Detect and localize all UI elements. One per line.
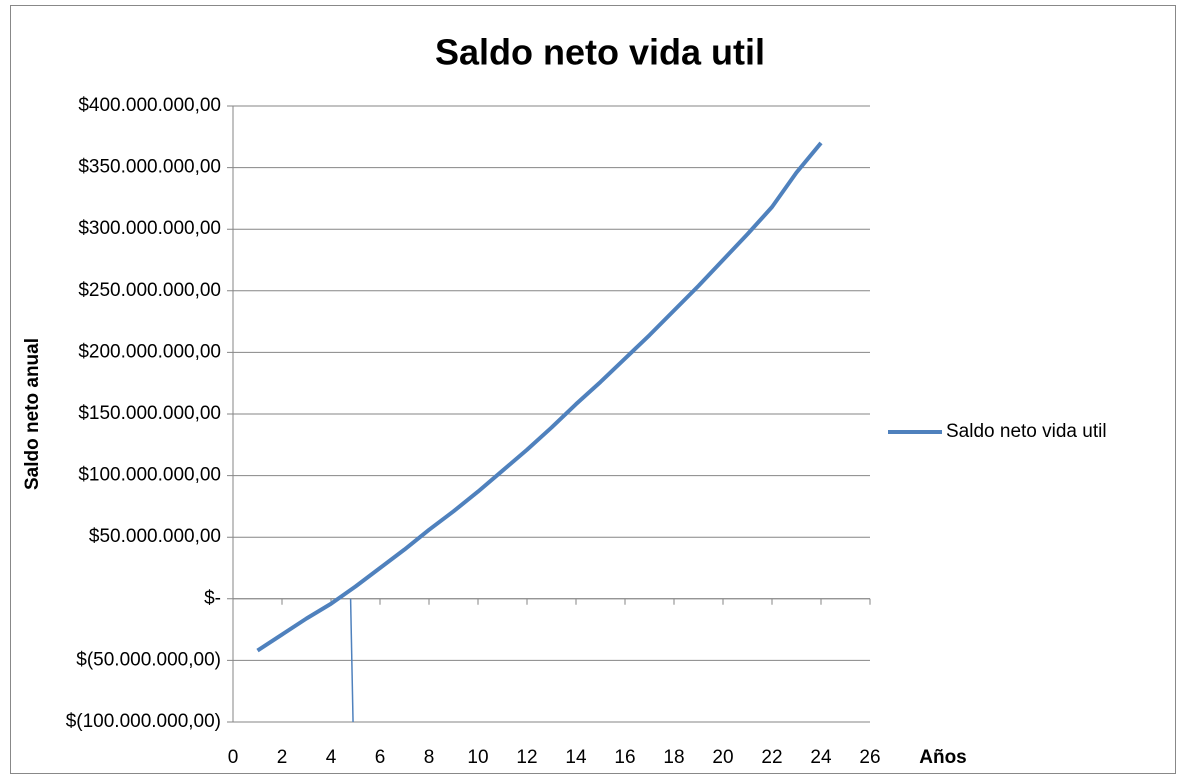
y-tick-label: $300.000.000,00 <box>78 218 221 239</box>
x-tick-label: 24 <box>810 747 832 768</box>
x-axis-title: Años <box>919 747 967 768</box>
y-tick-label: $- <box>204 588 221 609</box>
y-tick-label: $100.000.000,00 <box>78 465 221 486</box>
y-tick-label: $50.000.000,00 <box>89 526 221 547</box>
y-tick-label: $250.000.000,00 <box>78 280 221 301</box>
x-tick-label: 12 <box>516 747 537 768</box>
y-axis-title: Saldo neto anual <box>22 338 43 490</box>
x-tick-label: 2 <box>277 747 288 768</box>
x-tick-label: 18 <box>663 747 684 768</box>
x-tick-label: 0 <box>228 747 239 768</box>
y-tick-label: $150.000.000,00 <box>78 403 221 424</box>
x-tick-label: 4 <box>326 747 337 768</box>
x-tick-label: 14 <box>565 747 587 768</box>
x-tick-label: 8 <box>424 747 435 768</box>
y-tick-label: $(50.000.000,00) <box>76 649 221 670</box>
x-tick-label: 22 <box>761 747 782 768</box>
x-tick-label: 16 <box>614 747 635 768</box>
legend-label: Saldo neto vida util <box>946 421 1107 442</box>
series-line <box>349 598 354 723</box>
x-tick-label: 10 <box>467 747 488 768</box>
series-line <box>256 141 823 653</box>
x-tick-label: 6 <box>375 747 386 768</box>
x-tick-label: 26 <box>859 747 880 768</box>
chart-title: Saldo neto vida util <box>435 32 765 73</box>
y-tick-label: $350.000.000,00 <box>78 157 221 178</box>
y-tick-label: $(100.000.000,00) <box>66 711 221 732</box>
y-tick-label: $200.000.000,00 <box>78 341 221 362</box>
y-tick-label: $400.000.000,00 <box>78 95 221 116</box>
x-tick-label: 20 <box>712 747 733 768</box>
